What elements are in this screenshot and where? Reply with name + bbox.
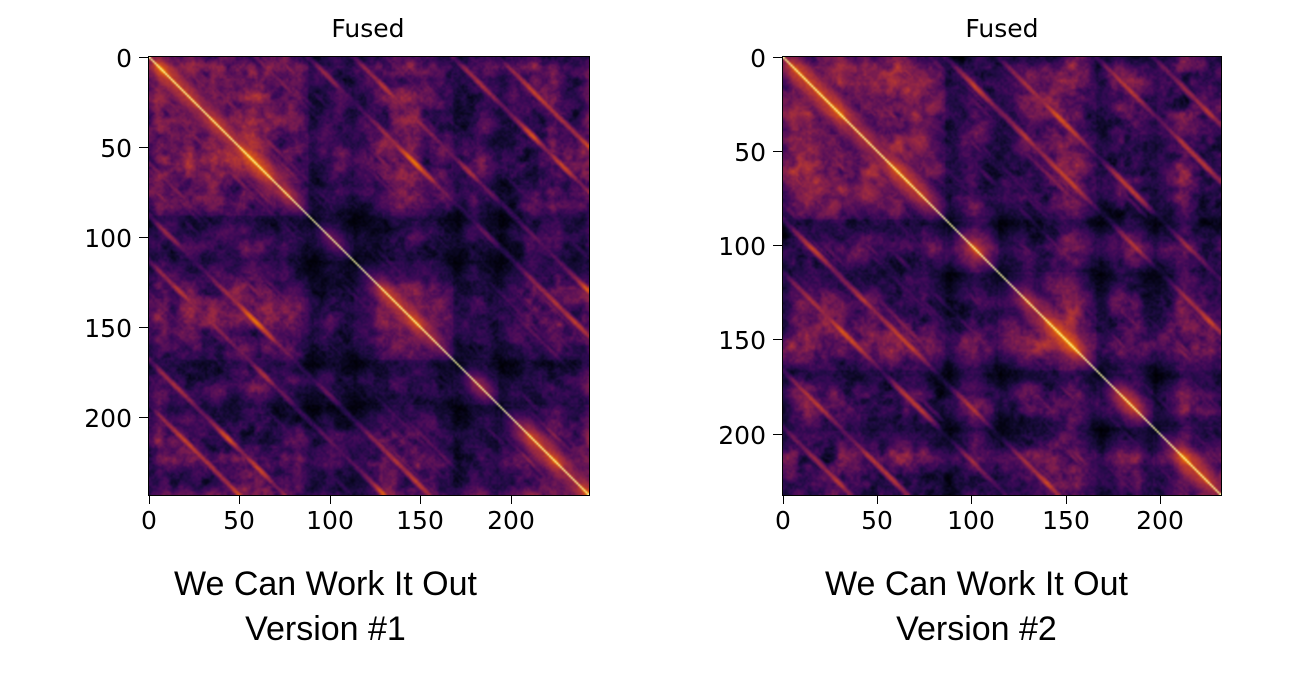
xtick-mark (1066, 495, 1067, 504)
xtick-mark (1160, 495, 1161, 504)
xtick-label: 50 (861, 506, 893, 535)
ytick-mark (139, 417, 148, 418)
xtick-mark (239, 495, 240, 504)
xtick-label: 50 (223, 506, 255, 535)
ytick-label: 100 (718, 232, 766, 261)
ytick-mark (773, 434, 782, 435)
panel-left: Fused 0 50 100 150 200 0 50 100 150 200 … (0, 0, 651, 685)
heatmap-left (148, 56, 590, 496)
xtick-mark (420, 495, 421, 504)
xtick-mark (783, 495, 784, 504)
caption-line-1: We Can Work It Out (825, 565, 1128, 603)
heatmap-right (782, 56, 1222, 496)
xtick-mark (149, 495, 150, 504)
ytick-label: 50 (734, 138, 766, 167)
heatmap-canvas-right (783, 57, 1221, 495)
ytick-label: 150 (718, 326, 766, 355)
ytick-label: 200 (84, 404, 132, 433)
ytick-mark (773, 57, 782, 58)
xtick-mark (971, 495, 972, 504)
xtick-label: 150 (1042, 506, 1090, 535)
axes-title-left: Fused (331, 14, 405, 43)
ytick-mark (139, 327, 148, 328)
ytick-label: 0 (116, 44, 132, 73)
xtick-mark (511, 495, 512, 504)
ytick-mark (773, 245, 782, 246)
ytick-mark (139, 57, 148, 58)
caption-right: We Can Work It Out Version #2 (651, 562, 1302, 652)
xtick-label: 200 (1136, 506, 1184, 535)
ytick-label: 150 (84, 314, 132, 343)
panel-right: Fused 0 50 100 150 200 0 50 100 150 200 … (651, 0, 1302, 685)
ytick-mark (139, 237, 148, 238)
ytick-label: 200 (718, 421, 766, 450)
caption-line-2: Version #1 (245, 610, 406, 648)
axes-title-right: Fused (965, 14, 1039, 43)
ytick-label: 0 (750, 44, 766, 73)
xtick-label: 150 (396, 506, 444, 535)
caption-left: We Can Work It Out Version #1 (0, 562, 651, 652)
xtick-mark (877, 495, 878, 504)
ytick-mark (773, 339, 782, 340)
ytick-label: 100 (84, 224, 132, 253)
xtick-label: 100 (947, 506, 995, 535)
ytick-mark (773, 151, 782, 152)
ytick-label: 50 (100, 134, 132, 163)
xtick-label: 0 (141, 506, 157, 535)
xtick-label: 100 (306, 506, 354, 535)
xtick-label: 200 (487, 506, 535, 535)
xtick-mark (330, 495, 331, 504)
caption-line-2: Version #2 (896, 610, 1057, 648)
ytick-mark (139, 147, 148, 148)
caption-line-1: We Can Work It Out (174, 565, 477, 603)
heatmap-canvas-left (149, 57, 589, 495)
xtick-label: 0 (775, 506, 791, 535)
